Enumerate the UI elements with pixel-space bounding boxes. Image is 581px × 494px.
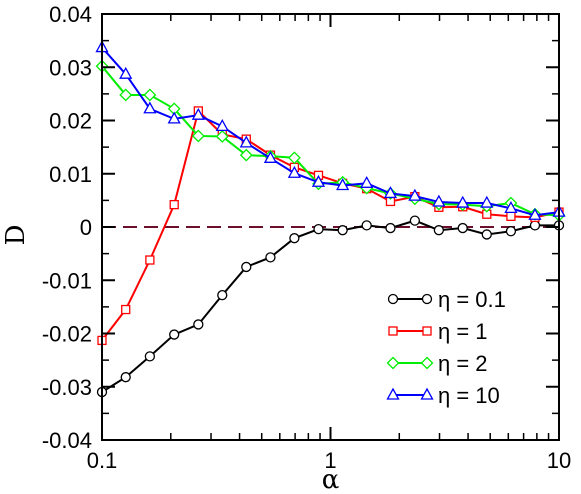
legend-marker-end (420, 387, 434, 400)
data-point-0-16 (481, 229, 492, 240)
data-point-3-17 (504, 201, 518, 214)
data-point-0-13 (409, 215, 421, 226)
series-line-3 (101, 46, 560, 217)
data-point-3-3 (167, 111, 181, 124)
data-point-0-3 (169, 329, 180, 340)
data-point-0-17 (505, 226, 517, 237)
legend-marker-start (386, 387, 400, 400)
y-tick-label: 0 (80, 215, 92, 240)
y-tick-label: 0.04 (49, 2, 92, 27)
data-point-1-3 (169, 199, 179, 210)
legend-marker-start (388, 326, 398, 336)
y-tick-label: 0.02 (49, 109, 92, 134)
data-point-0-7 (265, 252, 276, 263)
y-tick-label: 0.03 (49, 55, 92, 80)
x-axis-title: α (322, 465, 340, 494)
legend-marker-start (386, 356, 400, 370)
data-point-0-6 (241, 261, 252, 273)
legend-label: η = 0.1 (438, 287, 506, 312)
y-tick-label: 0.01 (49, 162, 92, 187)
y-tick-label: -0.03 (42, 375, 92, 400)
data-point-3-16 (480, 195, 494, 208)
legend-label: η = 1 (438, 319, 488, 344)
data-point-0-14 (433, 225, 445, 236)
data-point-3-11 (360, 175, 374, 188)
data-point-3-12 (383, 186, 398, 199)
data-point-0-2 (144, 351, 156, 362)
legend-entry-1: η = 1 (388, 319, 488, 344)
data-point-3-5 (215, 119, 229, 132)
data-point-1-1 (121, 304, 131, 315)
series-2 (95, 59, 566, 222)
series-line-2 (101, 65, 560, 217)
data-point-2-6 (239, 148, 253, 162)
data-point-3-9 (311, 174, 326, 187)
data-point-0-1 (120, 372, 131, 383)
series-0 (96, 215, 565, 398)
data-point-3-1 (119, 66, 133, 79)
data-point-0-4 (193, 319, 204, 330)
y-tick-label: -0.02 (42, 322, 92, 347)
legend-label: η = 2 (438, 351, 488, 376)
x-tick-label: 1 (324, 448, 336, 473)
data-point-2-4 (191, 129, 205, 143)
data-point-0-11 (361, 220, 372, 231)
legend-marker-end (421, 293, 433, 305)
legend-marker-end (420, 356, 434, 370)
data-point-2-8 (287, 151, 301, 165)
data-point-3-6 (239, 135, 253, 148)
data-point-2-1 (119, 88, 133, 102)
data-point-0-15 (457, 222, 468, 234)
series-layer (95, 40, 566, 398)
data-point-0-8 (289, 233, 300, 244)
data-point-3-18 (528, 207, 542, 220)
data-point-3-4 (191, 107, 205, 120)
data-point-3-13 (408, 188, 422, 201)
x-tick-label: 10 (547, 448, 571, 473)
axes-layer: -0.04 -0.03 -0.02 -0.01 0 0.01 0.02 0.03 0.04 0.1… (1, 2, 571, 494)
data-point-3-15 (456, 195, 470, 208)
data-point-3-14 (432, 194, 446, 207)
legend-entry-0: η = 0.1 (387, 287, 506, 312)
data-point-0-10 (337, 225, 348, 236)
data-point-1-17 (506, 211, 516, 222)
data-point-3-8 (287, 165, 301, 178)
legend-label: η = 10 (438, 383, 500, 408)
data-point-1-2 (145, 255, 155, 265)
legend-marker-start (387, 293, 399, 305)
legend-marker-end (422, 326, 432, 336)
x-tick-label: 0.1 (87, 448, 118, 473)
data-point-3-7 (263, 150, 278, 163)
y-tick-label: -0.01 (42, 268, 92, 293)
legend: η = 0.1 η = 1 η = 2 η = 10 (386, 287, 506, 408)
data-point-2-2 (143, 88, 157, 102)
y-tick-label: -0.04 (42, 428, 92, 453)
legend-entry-3: η = 10 (386, 383, 500, 408)
data-point-0-12 (385, 222, 396, 234)
series-3 (95, 40, 566, 220)
y-axis-title: D (1, 225, 31, 246)
data-point-3-10 (336, 178, 350, 191)
data-point-0-18 (529, 220, 541, 231)
legend-entry-2: η = 2 (386, 351, 488, 376)
data-point-0-5 (217, 290, 228, 301)
data-point-3-2 (143, 101, 157, 114)
data-point-0-9 (313, 223, 324, 235)
data-point-2-5 (215, 130, 229, 143)
